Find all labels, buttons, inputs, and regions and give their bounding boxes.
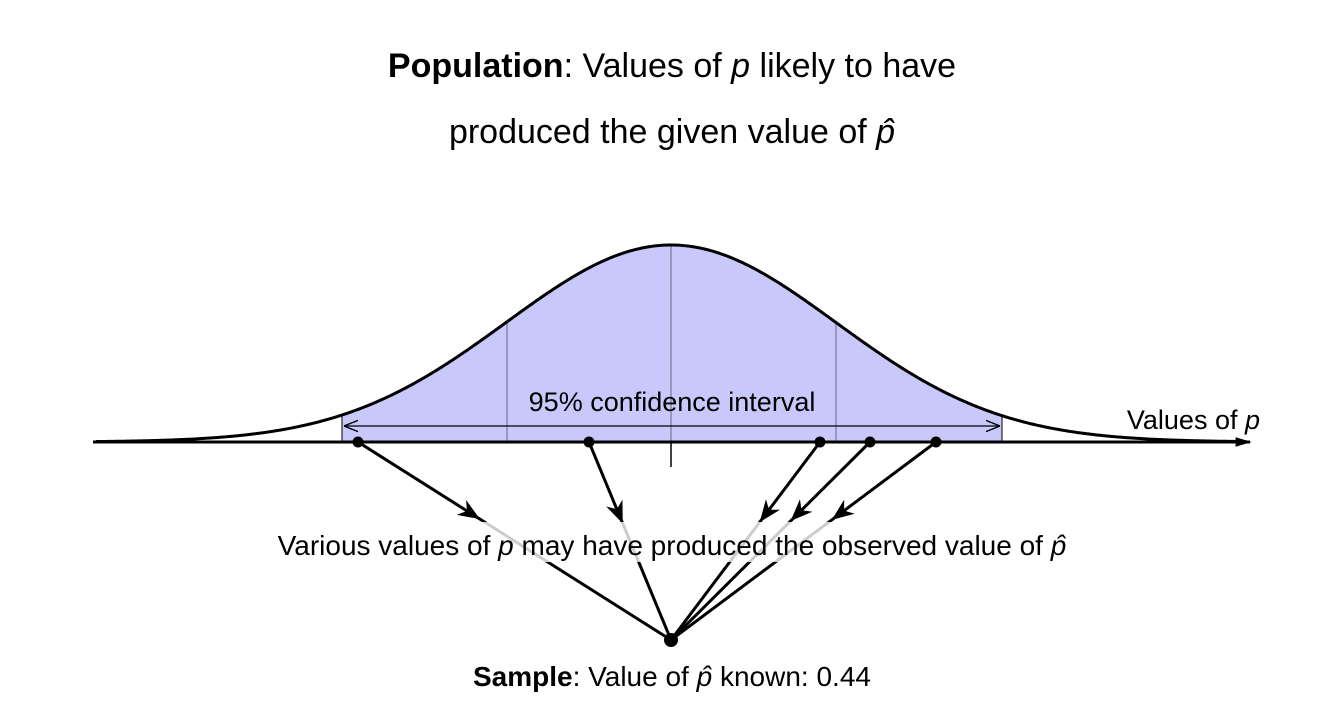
title-line2: produced the given value of p̂ — [449, 113, 895, 151]
sample-label: Sample: Value of p̂ known: 0.44 — [473, 661, 871, 692]
p-point — [583, 436, 595, 448]
link-line — [670, 440, 937, 642]
p-point — [352, 436, 364, 448]
link-line — [669, 440, 872, 642]
p-point — [864, 436, 876, 448]
caption-text: may have produced the observed value of — [514, 530, 1051, 561]
link-line — [357, 440, 672, 642]
p-point — [930, 436, 942, 448]
axis-label-text: Values of — [1127, 405, 1245, 435]
caption-text: Various values of — [278, 530, 499, 561]
axis-label-symbol: p — [1244, 405, 1260, 435]
sample-bold: Sample — [473, 661, 573, 692]
curve-group — [95, 243, 1247, 444]
sample-text: : Value of — [573, 661, 697, 692]
link-line — [669, 441, 822, 641]
sample-point — [664, 633, 678, 647]
ci-label: 95% confidence interval — [529, 387, 816, 417]
title-text: : Values of — [564, 47, 732, 85]
link-line — [587, 441, 673, 641]
caption-symbol: p — [497, 530, 514, 561]
caption-symbol: p̂ — [1050, 530, 1067, 561]
caption-backdrop — [215, 522, 1130, 562]
title-symbol: p̂ — [875, 113, 895, 151]
title-line1: Population: Values of p likely to have — [388, 47, 956, 85]
p-point — [814, 436, 826, 448]
title-symbol: p — [730, 47, 750, 85]
density-curve — [95, 243, 1247, 444]
links — [352, 436, 942, 642]
sample-symbol: p̂ — [696, 661, 713, 692]
axis-label: Values of p — [1127, 405, 1260, 435]
title-text: likely to have — [750, 47, 956, 85]
title-text: produced the given value of — [449, 113, 876, 151]
title-bold: Population — [388, 47, 564, 85]
caption: Various values of p may have produced th… — [278, 530, 1067, 561]
sample-text: known: 0.44 — [712, 661, 871, 692]
